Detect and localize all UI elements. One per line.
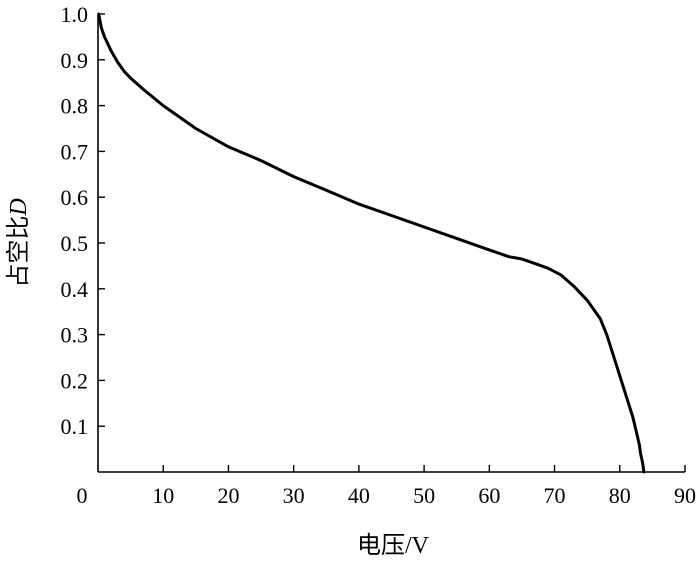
y-tick-label: 0.3 <box>61 323 89 348</box>
x-tick-label: 80 <box>609 483 631 508</box>
y-tick-label: 0.9 <box>61 48 89 73</box>
x-tick-label: 50 <box>413 483 435 508</box>
x-tick-label: 30 <box>283 483 305 508</box>
x-tick-label: 70 <box>544 483 566 508</box>
axes <box>97 14 685 473</box>
series-line <box>97 12 646 474</box>
y-tick-label: 0.7 <box>61 139 89 164</box>
y-tick-label: 1.0 <box>61 2 89 27</box>
x-tick-label: 10 <box>152 483 174 508</box>
y-tick-label: 0.1 <box>61 414 89 439</box>
ticks: 0 10 20 30 40 50 60 70 80 90 0.1 0.2 0.3 0.4 0.5 0.6 0.7… <box>61 2 697 508</box>
x-tick-label: 40 <box>348 483 370 508</box>
y-axis-title-symbol: D <box>6 198 32 216</box>
y-axis-title-main: 占空比 <box>5 216 32 288</box>
y-tick-label: 0.5 <box>61 231 89 256</box>
x-tick-label: 0 <box>77 483 88 508</box>
x-tick-label: 60 <box>478 483 500 508</box>
plot-area <box>97 12 646 474</box>
y-tick-label: 0.8 <box>61 94 89 119</box>
y-tick-label: 0.6 <box>61 185 89 210</box>
x-tick-label: 20 <box>217 483 239 508</box>
y-axis-title: 占空比D <box>5 198 32 287</box>
x-axis-title: 电压/V <box>357 532 430 559</box>
x-tick-label: 90 <box>674 483 696 508</box>
y-tick-label: 0.4 <box>61 277 89 302</box>
y-tick-label: 0.2 <box>61 368 89 393</box>
